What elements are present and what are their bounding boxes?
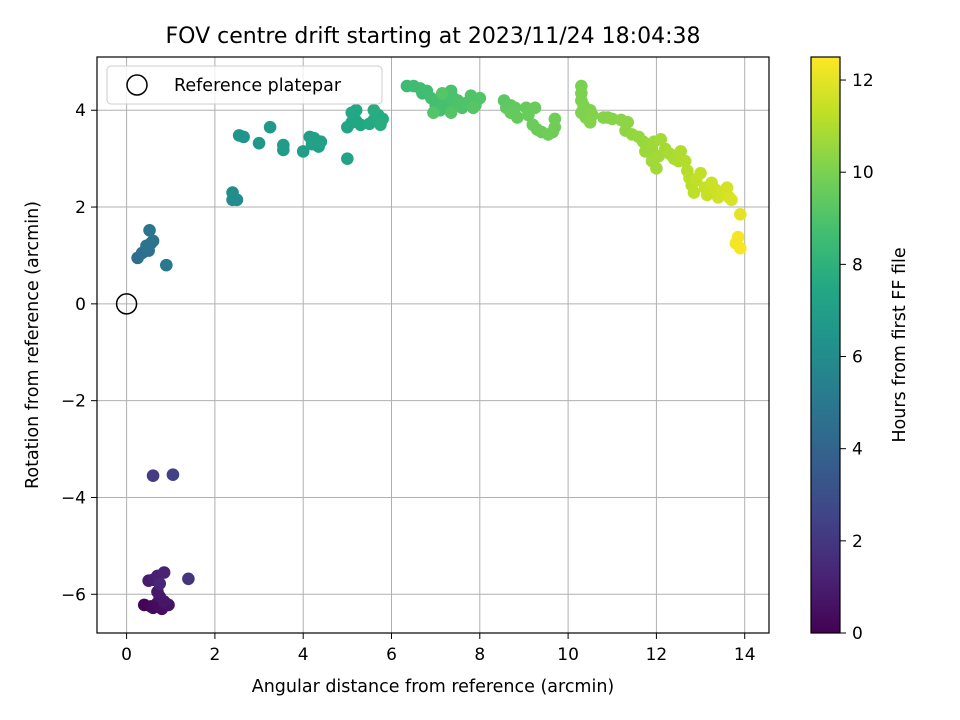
data-point (694, 166, 707, 180)
x-tick-label: 14 (734, 645, 756, 665)
data-point (473, 91, 487, 105)
x-tick-label: 10 (557, 645, 579, 665)
data-point (296, 145, 310, 158)
data-point (166, 468, 180, 482)
legend-entry-reference: Reference platepar (174, 76, 342, 96)
colorbar-tick-label: 10 (852, 163, 874, 183)
plot-frame (96, 56, 770, 634)
colorbar-tick-label: 0 (852, 624, 863, 644)
data-point (734, 241, 747, 255)
data-point (305, 137, 319, 151)
data-point (160, 258, 173, 272)
data-point (263, 120, 277, 134)
y-axis-label: Rotation from reference (arcmin) (23, 201, 43, 489)
reference-platepar-marker (115, 293, 138, 315)
data-points (131, 79, 747, 616)
x-axis-label: Angular distance from reference (arcmin) (252, 677, 615, 697)
y-tick-label: −2 (61, 392, 86, 412)
data-point (725, 193, 738, 207)
x-tick-label: 2 (209, 645, 220, 665)
y-tick-label: 2 (75, 198, 86, 218)
x-axis-ticks: 0 2 4 6 8 10 12 14 (121, 633, 756, 665)
reference-point-layer (115, 293, 138, 315)
data-point (687, 186, 701, 199)
x-tick-label: 0 (121, 645, 132, 665)
legend-box (106, 65, 383, 105)
data-point (528, 101, 542, 115)
colorbar-gradient (811, 57, 840, 633)
grid-lines (97, 57, 769, 633)
data-point (466, 101, 480, 115)
data-point (157, 566, 171, 579)
colorbar-tick-label: 2 (852, 532, 863, 552)
data-point (678, 154, 692, 168)
colorbar-tick-label: 12 (852, 71, 874, 91)
data-point (153, 577, 166, 590)
colorbar-frame (810, 56, 841, 634)
data-point (583, 116, 597, 129)
x-tick-label: 4 (298, 645, 309, 665)
chart-title: FOV centre drift starting at 2023/11/24 … (166, 24, 701, 49)
colorbar-tick-label: 6 (852, 348, 863, 368)
data-point (720, 181, 734, 194)
colorbar-tick-label: 4 (852, 440, 863, 460)
data-point (734, 208, 747, 221)
data-point (341, 152, 354, 165)
data-point (146, 469, 160, 482)
colorbar-label: Hours from first FF file (890, 247, 910, 442)
data-point (654, 132, 668, 146)
data-point (731, 230, 745, 244)
legend: Reference platepar (106, 65, 383, 105)
data-point (157, 595, 171, 608)
data-point (182, 572, 195, 586)
data-point (548, 112, 562, 126)
data-point (349, 103, 363, 117)
colorbar-tick-label: 8 (852, 255, 863, 275)
data-point (650, 162, 663, 175)
data-point (143, 223, 156, 237)
y-tick-label: −6 (61, 585, 86, 605)
y-tick-label: 4 (75, 101, 86, 121)
colorbar-ticks: 0 2 4 6 8 10 12 (840, 71, 874, 644)
colorbar: 0 2 4 6 8 10 12 Hours from first FF file (810, 56, 910, 644)
data-point (226, 186, 239, 199)
y-tick-label: −4 (61, 488, 86, 508)
data-point (277, 138, 290, 152)
y-axis-ticks: −6 −4 −2 0 2 4 (61, 101, 97, 605)
data-point (367, 103, 381, 117)
legend-marker-reference (126, 74, 148, 96)
x-tick-label: 6 (386, 645, 397, 665)
x-tick-label: 8 (474, 645, 485, 665)
data-point (435, 87, 449, 100)
data-point (146, 234, 160, 248)
data-point (511, 111, 524, 124)
y-tick-label: 0 (75, 295, 86, 315)
data-point (444, 106, 458, 119)
x-tick-label: 12 (646, 645, 668, 665)
data-point (374, 118, 387, 132)
data-point (674, 145, 687, 158)
data-point (237, 130, 250, 144)
data-point (252, 136, 266, 150)
data-point (427, 106, 440, 119)
